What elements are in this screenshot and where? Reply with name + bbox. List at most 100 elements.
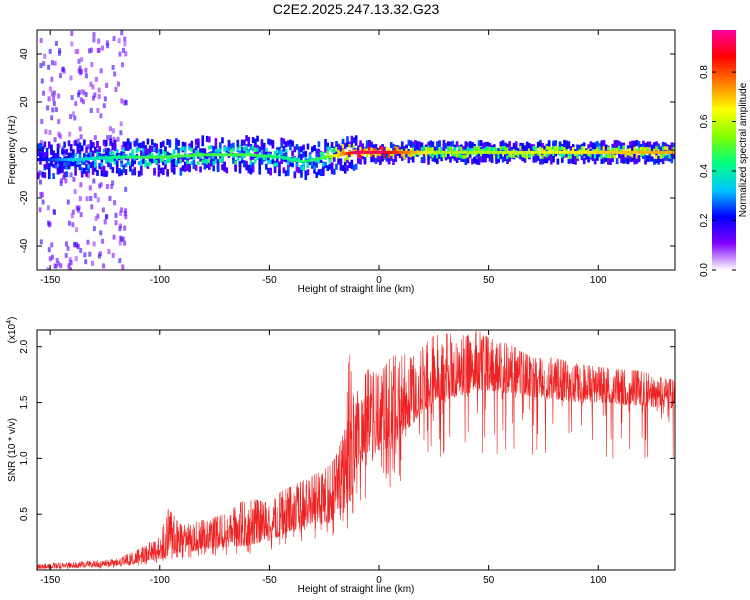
spectrogram-cell (120, 145, 124, 151)
spectrogram-cell (243, 139, 246, 146)
spectrogram-cell (122, 269, 126, 270)
spectrogram-cell (124, 169, 128, 176)
spectrogram-cell (372, 156, 376, 163)
spectrogram-cell (66, 245, 70, 251)
spectrogram-cell (503, 146, 507, 151)
snr-x-axis-label: Height of straight line (km) (298, 584, 415, 595)
spectrogram-ridge-cell (552, 150, 555, 154)
spectrogram-cell (525, 154, 529, 159)
spectrogram-cell (648, 147, 652, 152)
spectrogram-cell (479, 151, 483, 156)
spectrogram-cell (332, 168, 336, 175)
spectrogram-cell (503, 142, 507, 149)
spectrogram-cell (587, 152, 590, 157)
spectrogram-cell (45, 147, 49, 154)
spectrogram-cell (574, 152, 577, 157)
spectrogram-cell (65, 162, 69, 167)
spectrogram-cell (192, 148, 196, 155)
spectrogram-cell (50, 76, 54, 82)
spectrogram-ridge-cell (69, 158, 73, 162)
spectrogram-cell (123, 240, 127, 246)
spectrogram-y-ticks: -40 -20 0 20 40 (19, 48, 675, 253)
spectrogram-cell (251, 145, 255, 150)
spectrogram-ridge-cell (322, 156, 325, 160)
spectrogram-cell (311, 146, 314, 153)
spectrogram-cell (635, 156, 639, 163)
spectrogram-cell (628, 141, 632, 148)
spectrogram-cell (122, 141, 126, 148)
spectrogram-cell (602, 157, 606, 164)
spectrogram-cell (73, 189, 77, 195)
spectrogram-ridge-cell (295, 159, 299, 163)
spectrogram-cell (341, 165, 345, 172)
spectrogram-cell (306, 143, 310, 150)
spectrogram-cell (326, 150, 330, 155)
spectrogram-cell (243, 160, 246, 167)
spectrogram-cell (41, 171, 44, 178)
spectrogram-cell (104, 148, 108, 155)
spectrogram-cell (197, 138, 200, 145)
spectrogram-ridge-cell (142, 155, 145, 159)
spectrogram-ridge-cell (308, 159, 312, 163)
spectrogram-cell (247, 136, 251, 143)
spectrogram-cell (140, 161, 143, 166)
spectrogram-cell (484, 152, 487, 159)
spectrogram-cell (89, 151, 93, 156)
spectrogram-cell (273, 167, 277, 174)
spectrogram-cell (203, 158, 207, 163)
spectrogram-ridge-cell (126, 155, 130, 159)
spectrogram-cell (83, 167, 86, 174)
spectrogram-cell (297, 151, 301, 156)
spectrogram-cell (236, 147, 240, 152)
spectrogram-cell (429, 140, 433, 147)
spectrogram-ridge-cell (637, 150, 641, 154)
spectrogram-cell (67, 165, 71, 170)
spectrogram-cell (91, 260, 95, 266)
spectrogram-cell (330, 162, 334, 169)
spectrogram-cell (308, 159, 312, 166)
spectrogram-cell (506, 147, 509, 152)
spectrogram-cell (65, 165, 69, 170)
spectrogram-cell (409, 153, 413, 158)
spectrogram-cell (482, 143, 485, 150)
spectrogram-cell (62, 151, 66, 157)
spectrogram-ridge-cell (657, 150, 661, 154)
spectrogram-ridge-cell (596, 150, 599, 154)
spectrogram-cell (444, 154, 448, 161)
spectrogram-cell (455, 141, 459, 148)
spectrogram-cell (122, 100, 126, 106)
spectrogram-cell (205, 162, 209, 169)
spectrogram-cell (172, 161, 176, 168)
spectrogram-cell (464, 158, 468, 165)
spectrogram-cell (265, 149, 268, 156)
spectrogram-cell (300, 171, 303, 178)
spectrogram-cell (286, 166, 290, 173)
spectrogram-cell (234, 160, 237, 165)
spectrogram-cell (642, 152, 645, 157)
spectrogram-ridge-cell (521, 150, 525, 154)
spectrogram-cell (370, 147, 373, 152)
spectrogram-cell (284, 170, 288, 177)
spectrogram-ridge-cell (664, 150, 667, 154)
spectrogram-cell (280, 137, 283, 144)
spectrogram-ridge-cell (339, 153, 343, 157)
spectrogram-cell (121, 264, 125, 270)
spectrogram-cell (591, 143, 595, 150)
spectrogram-cell (61, 145, 65, 151)
spectrogram-cell (354, 135, 358, 142)
spectrogram-cell (449, 156, 452, 163)
spectrogram-ridge-cell (104, 156, 108, 160)
spectrogram-ridge-cell (514, 150, 518, 154)
spectrogram-cell (90, 47, 94, 53)
spectrogram-cell (129, 162, 132, 169)
snr-x-ticks: -150 -100 -50 0 50 100 (40, 330, 607, 586)
spectrogram-cell (328, 158, 332, 163)
spectrogram-cell (85, 147, 88, 154)
spectrogram-cell (381, 155, 384, 162)
spectrogram-cell (278, 150, 281, 155)
spectrogram-cell (267, 167, 270, 174)
spectrogram-cell (85, 164, 88, 171)
spectrogram-cell (661, 141, 665, 148)
spectrogram-cell (343, 158, 347, 163)
